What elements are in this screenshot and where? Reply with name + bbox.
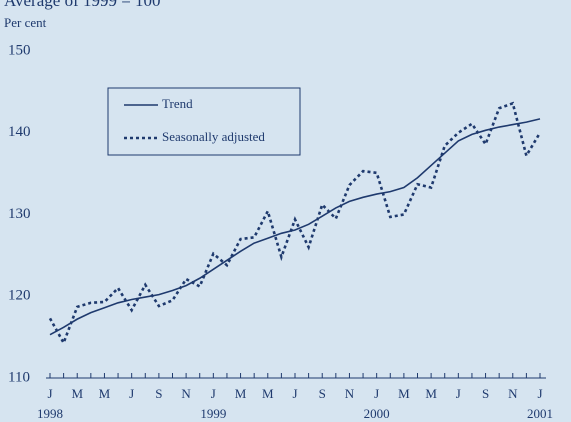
x-tick-label: M — [262, 386, 274, 401]
x-tick-label: J — [129, 386, 134, 401]
x-tick-label: J — [211, 386, 216, 401]
x-tick-label: N — [345, 386, 355, 401]
y-tick-label: 130 — [8, 206, 31, 222]
x-tick-label: J — [374, 386, 379, 401]
x-tick-label: S — [319, 386, 326, 401]
legend-label: Trend — [162, 96, 193, 111]
y-tick-label: 140 — [8, 124, 31, 140]
x-tick-label: J — [47, 386, 52, 401]
legend-box — [107, 87, 301, 156]
chart-title: Average of 1999 = 100 — [4, 0, 161, 10]
series-line — [49, 118, 541, 336]
y-tick-label: 110 — [8, 369, 30, 385]
year-label: 1998 — [37, 406, 63, 421]
x-tick-label: J — [292, 386, 297, 401]
x-tick-label: N — [508, 386, 518, 401]
x-tick-label: M — [71, 386, 83, 401]
series-line — [48, 101, 542, 346]
year-label: 1999 — [200, 406, 226, 421]
y-tick-label: 120 — [8, 288, 31, 304]
x-tick-label: M — [425, 386, 437, 401]
x-tick-label: N — [181, 386, 191, 401]
y-axis-label: Per cent — [4, 15, 47, 30]
x-tick-label: S — [155, 386, 162, 401]
x-tick-label: S — [482, 386, 489, 401]
x-tick-label: J — [456, 386, 461, 401]
legend-label: Seasonally adjusted — [162, 129, 265, 144]
year-label: 2000 — [364, 406, 390, 421]
year-label: 2001 — [527, 406, 553, 421]
x-tick-label: M — [99, 386, 111, 401]
x-tick-label: M — [398, 386, 410, 401]
y-tick-label: 150 — [8, 42, 31, 58]
x-tick-label: M — [235, 386, 247, 401]
x-tick-label: J — [537, 386, 542, 401]
